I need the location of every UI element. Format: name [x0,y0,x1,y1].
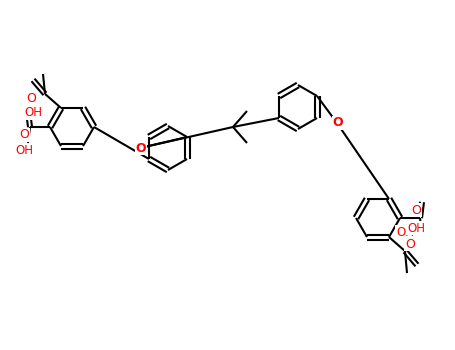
Text: O: O [333,117,344,130]
Text: OH: OH [407,222,425,235]
Text: O: O [411,203,421,217]
Text: OH: OH [396,225,414,238]
Text: OH: OH [15,145,33,158]
Text: OH: OH [24,106,42,119]
Text: O: O [136,141,147,154]
Text: O: O [26,92,36,105]
Text: O: O [19,128,29,141]
Text: O: O [405,238,415,251]
